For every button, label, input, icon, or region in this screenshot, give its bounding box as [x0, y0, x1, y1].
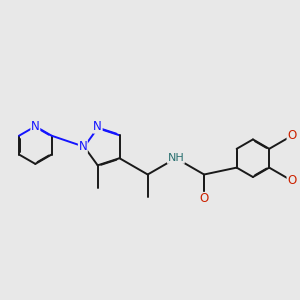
Text: O: O [287, 129, 296, 142]
Text: N: N [93, 120, 102, 133]
Text: O: O [200, 192, 209, 206]
Text: O: O [287, 174, 296, 187]
Text: N: N [79, 140, 87, 153]
Text: NH: NH [167, 153, 184, 163]
Text: N: N [31, 120, 40, 133]
